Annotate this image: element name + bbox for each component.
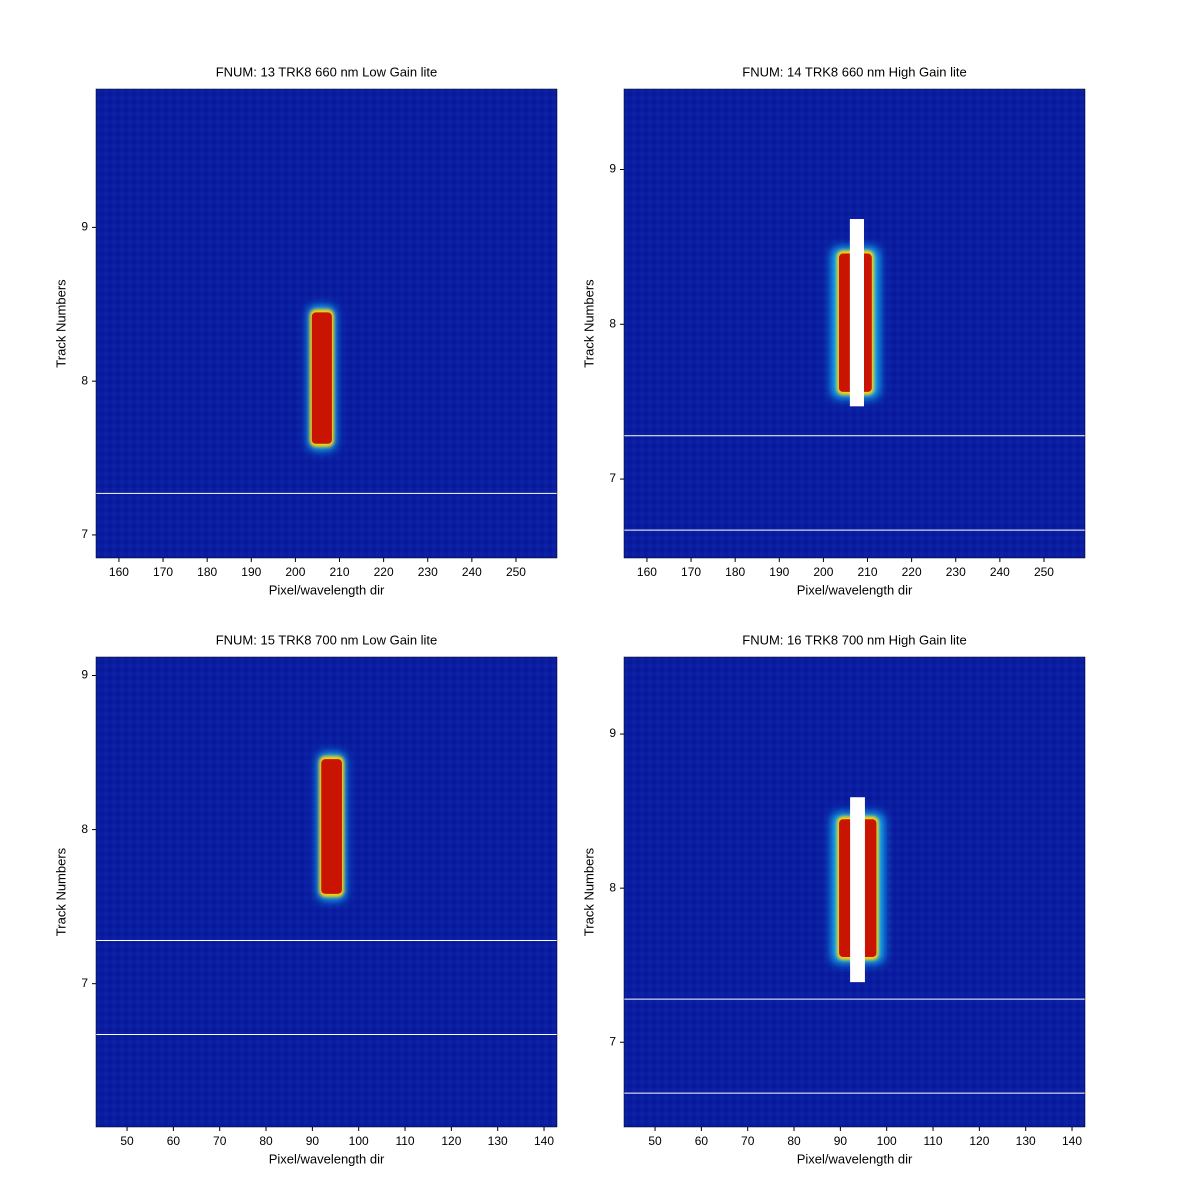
x-tick-label: 80 <box>259 1134 273 1148</box>
y-axis-label: Track Numbers <box>53 279 68 368</box>
y-tick-label: 9 <box>81 668 88 682</box>
y-tick-label: 7 <box>81 527 88 541</box>
plot-frame <box>95 88 558 559</box>
plot-frame <box>95 656 558 1128</box>
panel: FNUM: 16 TRK8 700 nm High Gain lite Pixel… <box>581 632 1086 1166</box>
x-tick-label: 240 <box>990 565 1010 579</box>
x-tick-label: 60 <box>167 1134 181 1148</box>
saturated-region <box>849 219 864 407</box>
plot-frame <box>623 88 1086 559</box>
spot <box>321 759 342 894</box>
x-tick-label: 130 <box>1016 1134 1036 1148</box>
x-tick-label: 190 <box>241 565 261 579</box>
x-tick-label: 140 <box>534 1134 554 1148</box>
panel: FNUM: 13 TRK8 660 nm Low Gain lite Pixel/… <box>53 64 558 597</box>
x-tick-label: 180 <box>197 565 217 579</box>
x-tick-label: 130 <box>488 1134 508 1148</box>
x-tick-label: 100 <box>349 1134 369 1148</box>
x-tick-label: 80 <box>787 1134 801 1148</box>
y-tick-label: 7 <box>609 471 616 485</box>
x-tick-label: 60 <box>695 1134 709 1148</box>
panel: FNUM: 14 TRK8 660 nm High Gain lite Pixel… <box>581 64 1086 597</box>
x-tick-label: 250 <box>506 565 526 579</box>
y-tick-label: 8 <box>609 316 616 330</box>
y-axis-label: Track Numbers <box>581 279 596 368</box>
y-tick-label: 8 <box>81 822 88 836</box>
y-tick-label: 9 <box>609 726 616 740</box>
panel: FNUM: 15 TRK8 700 nm Low Gain lite Pixel/… <box>53 632 558 1166</box>
x-axis-label: Pixel/wavelength dir <box>269 582 385 597</box>
y-tick-label: 7 <box>81 976 88 990</box>
spot <box>311 312 332 444</box>
x-tick-label: 70 <box>741 1134 755 1148</box>
x-tick-label: 70 <box>213 1134 227 1148</box>
x-tick-label: 50 <box>120 1134 134 1148</box>
x-tick-label: 160 <box>109 565 129 579</box>
y-tick-label: 7 <box>609 1034 616 1048</box>
x-tick-label: 200 <box>813 565 833 579</box>
x-tick-label: 170 <box>153 565 173 579</box>
x-tick-label: 230 <box>418 565 438 579</box>
x-tick-label: 220 <box>902 565 922 579</box>
x-tick-label: 120 <box>969 1134 989 1148</box>
x-tick-label: 120 <box>441 1134 461 1148</box>
x-tick-label: 100 <box>877 1134 897 1148</box>
y-axis-label: Track Numbers <box>581 847 596 936</box>
x-axis-label: Pixel/wavelength dir <box>797 1151 913 1166</box>
x-tick-label: 210 <box>857 565 877 579</box>
x-tick-label: 220 <box>374 565 394 579</box>
x-tick-label: 90 <box>306 1134 320 1148</box>
y-tick-label: 9 <box>81 220 88 234</box>
x-tick-label: 50 <box>648 1134 662 1148</box>
x-tick-label: 110 <box>395 1134 414 1148</box>
y-tick-label: 9 <box>609 162 616 176</box>
x-tick-label: 140 <box>1062 1134 1082 1148</box>
x-tick-label: 230 <box>946 565 966 579</box>
saturated-region <box>850 797 865 983</box>
y-axis-label: Track Numbers <box>53 847 68 936</box>
x-tick-label: 160 <box>637 565 657 579</box>
y-tick-label: 8 <box>81 373 88 387</box>
x-tick-label: 200 <box>285 565 305 579</box>
x-axis-label: Pixel/wavelength dir <box>797 582 913 597</box>
x-tick-label: 240 <box>462 565 482 579</box>
panel-title: FNUM: 13 TRK8 660 nm Low Gain lite <box>216 64 438 79</box>
y-tick-label: 8 <box>609 880 616 894</box>
panel-title: FNUM: 14 TRK8 660 nm High Gain lite <box>742 64 966 79</box>
x-tick-label: 90 <box>834 1134 848 1148</box>
x-tick-label: 190 <box>769 565 789 579</box>
x-tick-label: 250 <box>1034 565 1054 579</box>
panel-title: FNUM: 15 TRK8 700 nm Low Gain lite <box>216 632 438 647</box>
x-tick-label: 110 <box>923 1134 942 1148</box>
x-tick-label: 180 <box>725 565 745 579</box>
x-tick-label: 170 <box>681 565 701 579</box>
plot-frame <box>623 656 1086 1128</box>
x-axis-label: Pixel/wavelength dir <box>269 1151 385 1166</box>
panel-title: FNUM: 16 TRK8 700 nm High Gain lite <box>742 632 966 647</box>
x-tick-label: 210 <box>329 565 349 579</box>
